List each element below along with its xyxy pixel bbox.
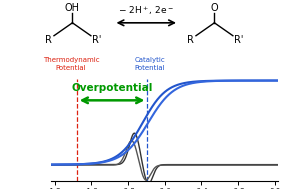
Text: Thermodynamic
Potential: Thermodynamic Potential [43, 57, 99, 71]
Text: $-$ 2H$^+$, 2e$^-$: $-$ 2H$^+$, 2e$^-$ [118, 5, 174, 17]
Text: R': R' [234, 35, 243, 45]
Text: Overpotential: Overpotential [71, 83, 153, 93]
Text: OH: OH [65, 3, 80, 13]
Text: Catalytic
Potential: Catalytic Potential [135, 57, 166, 71]
Text: R': R' [92, 35, 101, 45]
Text: R: R [187, 35, 194, 45]
Text: O: O [211, 3, 218, 13]
Text: R: R [45, 35, 52, 45]
